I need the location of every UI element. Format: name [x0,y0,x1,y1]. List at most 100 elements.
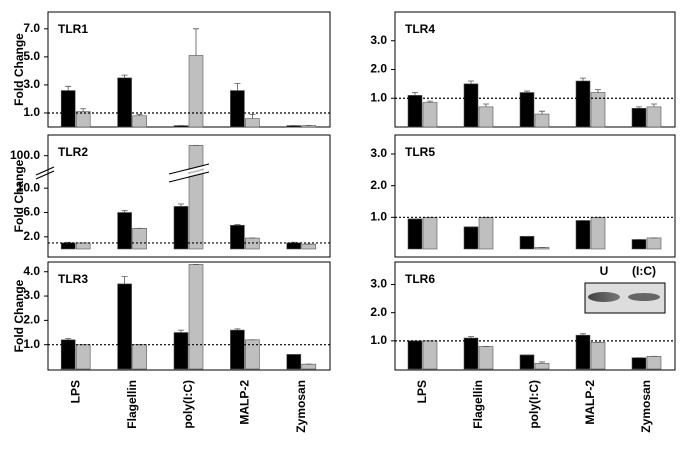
bar [478,217,494,250]
bar [478,106,494,128]
axis-break [35,166,55,180]
bar [60,242,76,250]
y-tick-label: 3.0 [23,77,40,91]
bar [117,283,132,370]
y-tick-label: 1.0 [23,105,40,119]
x-tick-label: LPS [415,380,429,403]
bar [245,237,260,250]
panel-title: TLR2 [58,145,88,159]
bar [60,90,76,128]
y-tick-label: 3.0 [23,288,40,302]
bar [575,80,591,128]
error-bar [80,108,87,112]
x-tick-label: LPS [68,380,82,403]
x-tick-label: Flagellin [471,380,485,429]
error-bar [234,224,241,226]
error-bar [178,203,184,207]
panel-title: TLR4 [405,22,435,36]
panel-title: TLR1 [58,22,88,36]
y-tick-label: 1.0 [23,337,40,351]
error-bar [193,28,199,56]
bar [422,340,438,370]
bar [519,236,535,250]
bar [117,77,132,128]
y-tick-label: 3.0 [370,146,387,160]
bar [286,354,302,370]
error-bar [427,100,433,103]
bar-break [168,163,210,183]
bar [230,90,245,128]
bar [590,92,606,128]
panel-frame [47,134,331,258]
inset-label: (I:C) [632,264,656,278]
x-tick-label: Zymosan [294,380,308,433]
bar [519,354,535,370]
y-tick-label: 6.0 [23,205,40,219]
error-bar [580,333,586,336]
y-tick-label: 100.0 [10,148,40,162]
bar [407,218,423,250]
panel-title: TLR6 [405,272,435,286]
error-bar [468,336,474,339]
bar [463,226,479,250]
y-tick-label: 4.0 [23,264,40,278]
bar [631,108,647,128]
blot-band [588,292,620,302]
bar [132,228,147,250]
y-axis-title: Fold Change [12,159,26,232]
bar [286,242,302,250]
y-tick-label: 2.0 [370,305,387,319]
bar [117,212,132,250]
bar [590,341,606,370]
bar [132,344,147,370]
y-tick-label: 2.0 [23,229,40,243]
bar [631,357,647,370]
error-bar [412,92,418,96]
bar [590,217,606,250]
x-tick-label: MALP-2 [238,380,252,425]
bar [301,243,317,250]
error-bar [636,106,642,109]
y-axis-title: Fold Change [12,33,26,106]
bar [646,237,662,250]
y-tick-label: 5.0 [23,49,40,63]
y-tick-label: 2.0 [23,313,40,327]
bar [188,145,204,250]
y-tick-label: 10.0 [17,180,41,194]
inset-label: U [600,264,609,278]
bar [245,118,260,128]
error-bar [65,85,72,91]
error-bar [121,74,128,78]
bar [230,329,245,370]
panel-frame [47,261,331,371]
x-tick-label: Zymosan [639,380,653,433]
error-bar [595,89,601,93]
bar [75,344,91,370]
error-bar [178,329,184,333]
bar [631,239,647,250]
error-bar [121,276,128,284]
error-bar [234,328,241,331]
bar [422,217,438,250]
bar [422,102,438,128]
bar [646,356,662,370]
y-tick-label: 1.0 [370,210,387,224]
y-tick-label: 7.0 [23,21,40,35]
bar [646,106,662,128]
bar [407,95,423,128]
error-bar [651,103,657,107]
panel-title: TLR5 [405,145,435,159]
error-bar [539,361,545,364]
bar [75,111,91,128]
bar [534,363,550,370]
bar-break [168,165,210,181]
bar [534,113,550,128]
error-bar [234,83,241,91]
y-tick-label: 2.0 [370,178,387,192]
y-axis-title: Fold Change [12,279,26,352]
bar [575,220,591,250]
error-bar [539,110,545,115]
error-bar [249,113,256,119]
bar [132,115,147,128]
